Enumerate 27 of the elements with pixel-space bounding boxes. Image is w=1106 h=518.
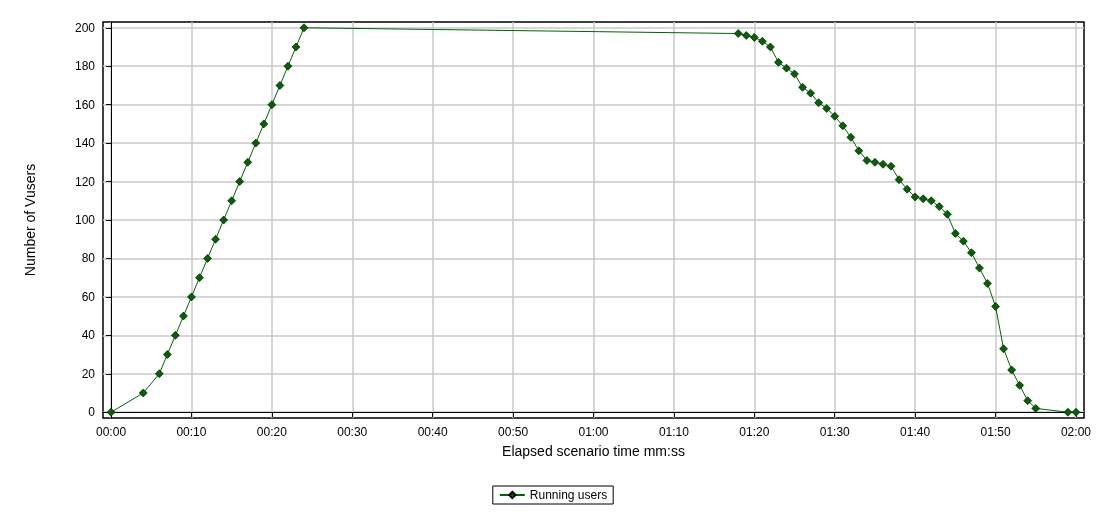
- y-tick-label: 200: [74, 20, 96, 35]
- x-tick-label: 01:20: [739, 425, 770, 439]
- x-tick-label: 02:00: [1060, 425, 1092, 439]
- y-tick-label: 120: [74, 174, 96, 189]
- y-tick-label: 0: [88, 405, 96, 420]
- y-tick-label: 60: [81, 289, 96, 304]
- x-tick-label: 01:40: [900, 425, 931, 439]
- y-tick-label: 140: [74, 136, 96, 151]
- x-tick-label: 00:50: [498, 425, 529, 439]
- y-tick-label: 160: [74, 97, 96, 112]
- x-tick-label: 01:10: [658, 425, 690, 439]
- x-tick-label: 01:00: [578, 425, 609, 439]
- x-tick-label: 01:50: [980, 425, 1011, 439]
- x-tick-label: 00:00: [96, 425, 127, 439]
- x-tick-label: 00:20: [256, 425, 288, 439]
- x-tick-label: 01:30: [819, 425, 851, 439]
- x-tick-label: 00:10: [176, 425, 207, 439]
- y-tick-label: 180: [74, 59, 96, 74]
- y-tick-label: 20: [81, 366, 96, 381]
- y-tick-label: 80: [81, 251, 96, 266]
- y-tick-label: 40: [81, 328, 96, 343]
- x-tick-label: 00:40: [417, 425, 449, 439]
- x-tick-label: 00:30: [337, 425, 368, 439]
- y-tick-label: 100: [74, 213, 96, 227]
- y-axis-title: Number of Vusers: [22, 163, 38, 277]
- x-axis-title: Elapsed scenario time mm:ss: [502, 443, 685, 459]
- legend-label: Running users: [529, 488, 608, 502]
